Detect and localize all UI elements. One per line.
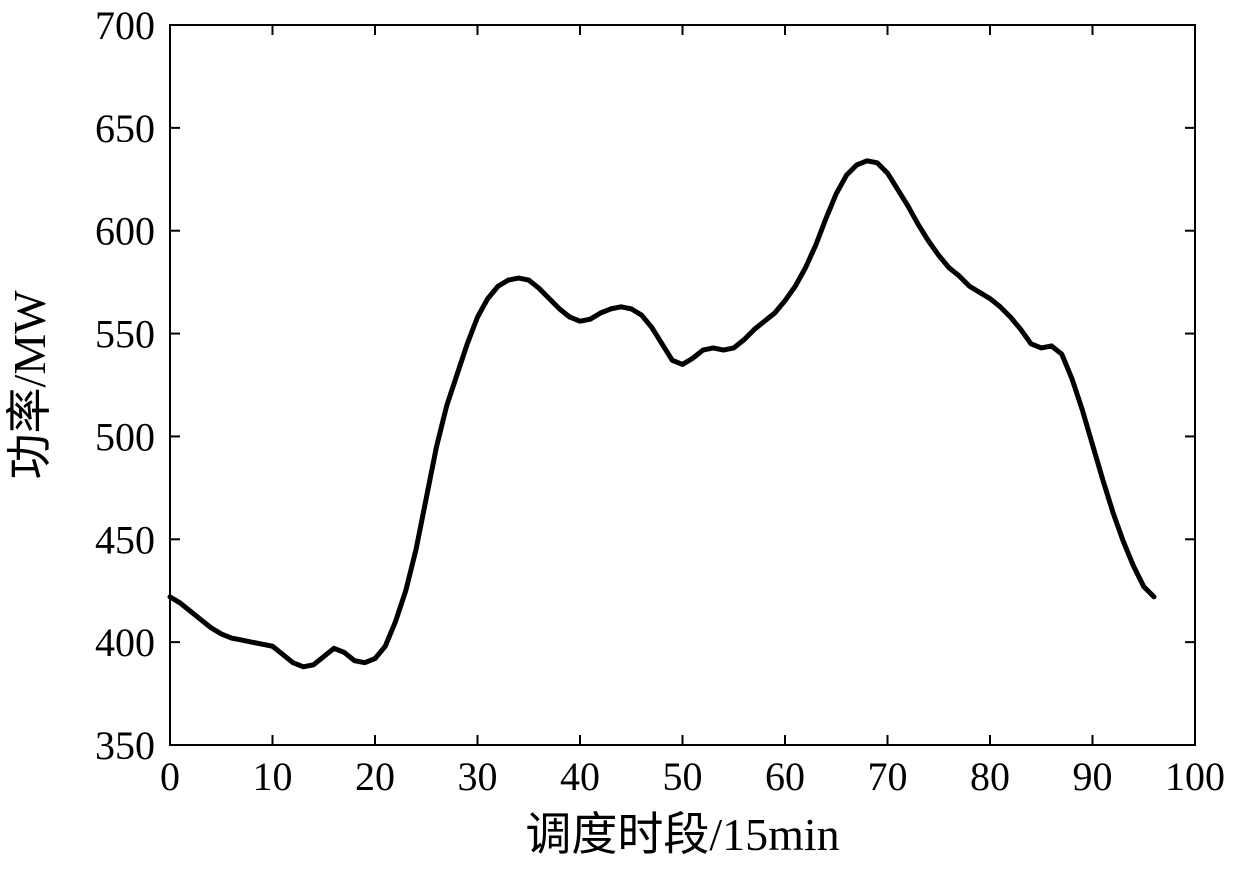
x-tick-label: 20 <box>355 754 395 799</box>
x-tick-label: 30 <box>458 754 498 799</box>
y-axis-label: 功率/MW <box>4 290 55 480</box>
x-tick-label: 60 <box>765 754 805 799</box>
power-line-chart: 0 10 20 30 40 50 60 70 80 90 100 350 400 450 500 550 600… <box>0 0 1240 878</box>
y-axis-label-group: 功率/MW <box>4 290 55 480</box>
x-tick-label: 10 <box>253 754 293 799</box>
y-tick-label: 450 <box>95 517 155 562</box>
y-tick-label: 350 <box>95 723 155 768</box>
y-tick-label: 650 <box>95 106 155 151</box>
y-tick-label: 700 <box>95 3 155 48</box>
y-tick-label: 500 <box>95 414 155 459</box>
x-axis-label: 调度时段/15min <box>525 809 839 860</box>
chart-container: 0 10 20 30 40 50 60 70 80 90 100 350 400 450 500 550 600… <box>0 0 1240 878</box>
x-tick-label: 40 <box>560 754 600 799</box>
x-tick-label: 80 <box>970 754 1010 799</box>
y-tick-label: 600 <box>95 209 155 254</box>
x-tick-label: 90 <box>1073 754 1113 799</box>
x-tick-label: 50 <box>663 754 703 799</box>
x-tick-label: 70 <box>868 754 908 799</box>
x-tick-label: 100 <box>1165 754 1225 799</box>
y-tick-label: 400 <box>95 620 155 665</box>
plot-box <box>170 25 1195 745</box>
x-tick-label: 0 <box>160 754 180 799</box>
y-tick-label: 550 <box>95 312 155 357</box>
power-curve <box>170 161 1154 667</box>
